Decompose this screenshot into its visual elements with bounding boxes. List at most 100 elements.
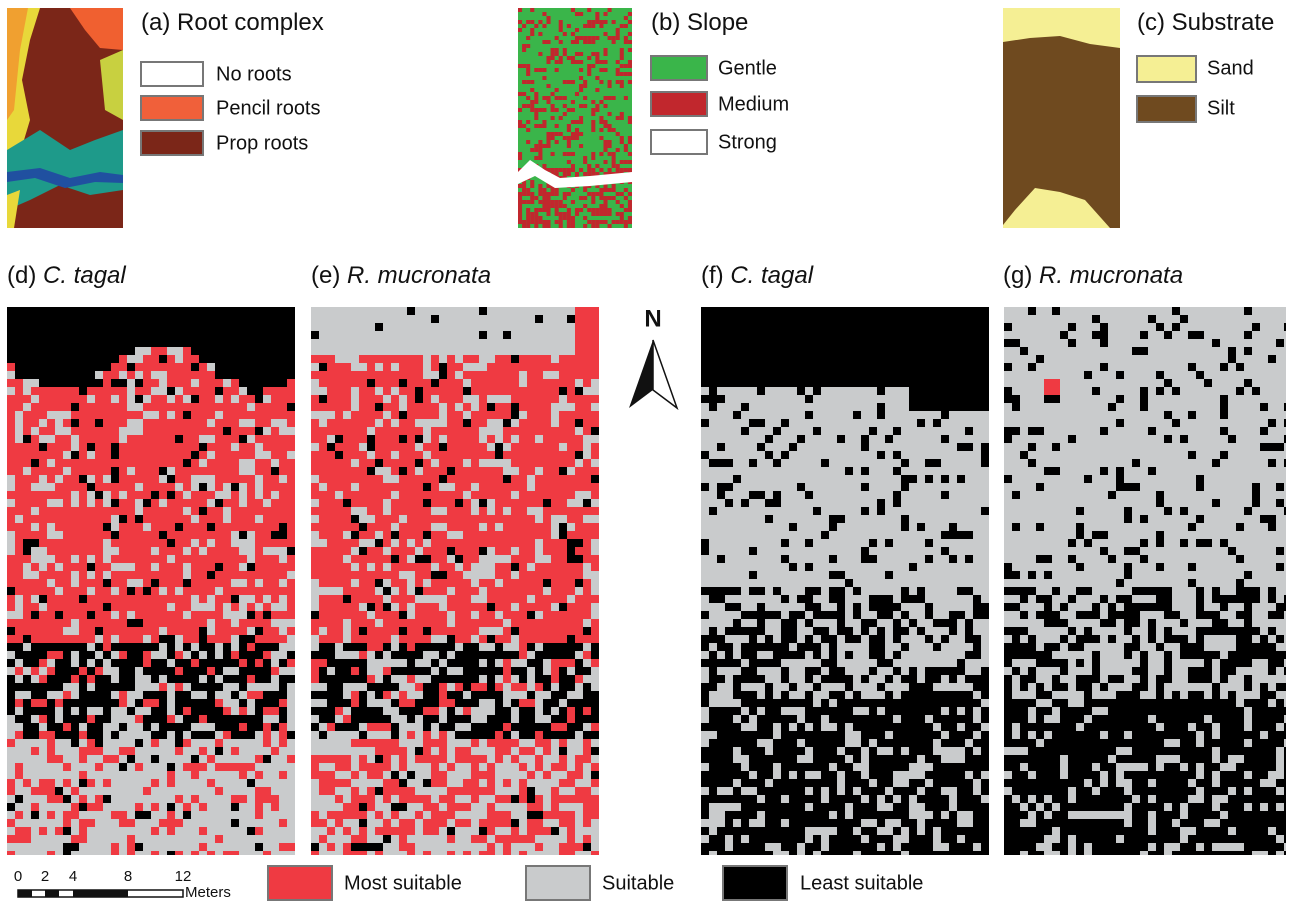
raster-cell bbox=[562, 168, 567, 172]
raster-cell bbox=[103, 435, 111, 443]
raster-cell bbox=[375, 683, 383, 691]
raster-cell bbox=[199, 419, 207, 427]
raster-cell bbox=[837, 595, 845, 603]
raster-cell bbox=[949, 395, 957, 403]
raster-cell bbox=[765, 363, 773, 371]
raster-cell bbox=[431, 539, 439, 547]
raster-cell bbox=[311, 691, 319, 699]
raster-cell bbox=[603, 208, 608, 212]
raster-cell bbox=[359, 835, 367, 843]
raster-cell bbox=[527, 771, 535, 779]
raster-cell bbox=[55, 323, 63, 331]
raster-cell bbox=[439, 571, 447, 579]
raster-cell bbox=[566, 124, 571, 128]
raster-cell bbox=[431, 547, 439, 555]
raster-cell bbox=[391, 483, 399, 491]
raster-cell bbox=[885, 723, 893, 731]
raster-cell bbox=[725, 779, 733, 787]
raster-cell bbox=[591, 747, 599, 755]
raster-cell bbox=[527, 659, 535, 667]
raster-cell bbox=[789, 651, 797, 659]
raster-cell bbox=[749, 347, 757, 355]
raster-cell bbox=[837, 363, 845, 371]
raster-cell bbox=[607, 208, 612, 212]
raster-cell bbox=[583, 36, 588, 40]
raster-cell bbox=[789, 323, 797, 331]
raster-cell bbox=[319, 395, 327, 403]
raster-cell bbox=[567, 371, 575, 379]
raster-cell bbox=[423, 603, 431, 611]
raster-cell bbox=[335, 459, 343, 467]
raster-cell bbox=[287, 491, 295, 499]
raster-cell bbox=[319, 355, 327, 363]
raster-cell bbox=[39, 507, 47, 515]
raster-cell bbox=[603, 184, 608, 188]
raster-cell bbox=[159, 323, 167, 331]
raster-cell bbox=[558, 132, 563, 136]
raster-cell bbox=[479, 851, 487, 855]
raster-cell bbox=[869, 555, 877, 563]
raster-cell bbox=[559, 643, 567, 651]
raster-cell bbox=[263, 323, 271, 331]
raster-cell bbox=[287, 499, 295, 507]
raster-cell bbox=[439, 515, 447, 523]
raster-cell bbox=[583, 156, 588, 160]
raster-cell bbox=[263, 795, 271, 803]
raster-cell bbox=[167, 811, 175, 819]
raster-cell bbox=[255, 435, 263, 443]
raster-cell bbox=[619, 64, 624, 68]
raster-cell bbox=[47, 355, 55, 363]
raster-cell bbox=[255, 307, 263, 315]
legend-label: Pencil roots bbox=[216, 97, 321, 119]
raster-cell bbox=[23, 723, 31, 731]
raster-cell bbox=[71, 643, 79, 651]
raster-cell bbox=[885, 347, 893, 355]
raster-cell bbox=[111, 451, 119, 459]
raster-cell bbox=[135, 763, 143, 771]
raster-cell bbox=[231, 587, 239, 595]
raster-cell bbox=[805, 363, 813, 371]
raster-cell bbox=[965, 347, 973, 355]
raster-cell bbox=[255, 723, 263, 731]
raster-cell bbox=[439, 427, 447, 435]
raster-cell bbox=[765, 499, 773, 507]
raster-cell bbox=[570, 132, 575, 136]
raster-cell bbox=[359, 739, 367, 747]
raster-cell bbox=[351, 795, 359, 803]
raster-cell bbox=[535, 683, 543, 691]
raster-cell bbox=[63, 339, 71, 347]
raster-cell bbox=[909, 323, 917, 331]
raster-cell bbox=[63, 435, 71, 443]
raster-cell bbox=[7, 571, 15, 579]
raster-cell bbox=[263, 555, 271, 563]
raster-cell bbox=[255, 627, 263, 635]
raster-cell bbox=[575, 403, 583, 411]
raster-cell bbox=[191, 707, 199, 715]
raster-cell bbox=[543, 771, 551, 779]
raster-cell bbox=[319, 475, 327, 483]
raster-cell bbox=[591, 811, 599, 819]
raster-cell bbox=[351, 379, 359, 387]
raster-cell bbox=[135, 515, 143, 523]
raster-cell bbox=[861, 339, 869, 347]
raster-cell bbox=[391, 571, 399, 579]
raster-cell bbox=[973, 339, 981, 347]
raster-cell bbox=[415, 619, 423, 627]
raster-cell bbox=[479, 691, 487, 699]
raster-cell bbox=[135, 443, 143, 451]
raster-cell bbox=[733, 363, 741, 371]
raster-cell bbox=[159, 635, 167, 643]
raster-cell bbox=[933, 379, 941, 387]
raster-cell bbox=[287, 587, 295, 595]
raster-cell bbox=[583, 523, 591, 531]
raster-cell bbox=[319, 603, 327, 611]
raster-cell bbox=[263, 475, 271, 483]
raster-cell bbox=[151, 635, 159, 643]
raster-cell bbox=[119, 723, 127, 731]
raster-cell bbox=[343, 515, 351, 523]
raster-cell bbox=[957, 379, 965, 387]
raster-cell bbox=[717, 347, 725, 355]
raster-cell bbox=[447, 595, 455, 603]
raster-cell bbox=[343, 403, 351, 411]
raster-cell bbox=[781, 419, 789, 427]
